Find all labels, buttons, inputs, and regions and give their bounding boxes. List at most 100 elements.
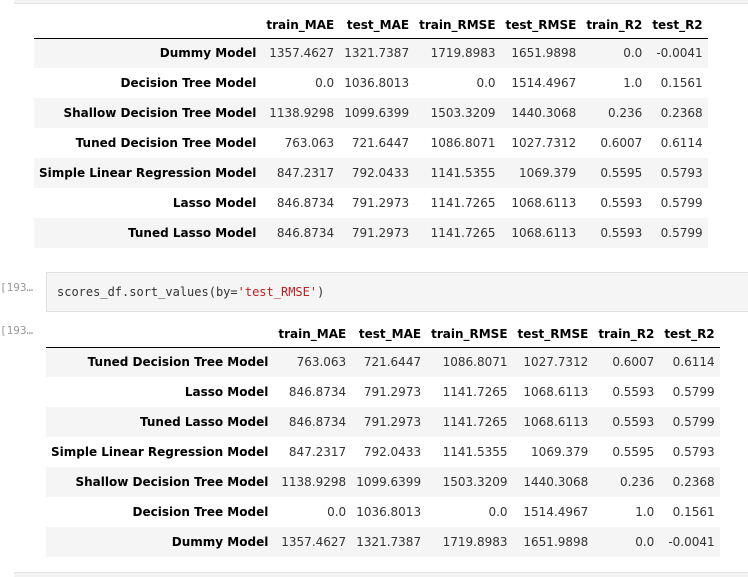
table-cell: 1138.9298 xyxy=(269,106,335,120)
table-cell: 1514.4967 xyxy=(523,505,589,519)
table-cell: 0.5593 xyxy=(612,385,655,399)
table-cell: 1086.8071 xyxy=(430,136,496,150)
table-cell: 1027.7312 xyxy=(511,136,577,150)
table-cell: 1.0 xyxy=(623,76,643,90)
table-cell: 0.5793 xyxy=(660,166,703,180)
table-cell: 1068.6113 xyxy=(511,226,577,240)
table-cell: 1503.3209 xyxy=(442,475,508,489)
table-row: Shallow Decision Tree Model 1138.9298 1099… xyxy=(46,467,720,497)
row-label: Lasso Model xyxy=(172,196,257,210)
table-row: Dummy Model 1357.4627 1321.7387 1719.8983 16… xyxy=(46,527,720,557)
table-cell: 0.0 xyxy=(327,505,347,519)
code-string-literal: 'test_RMSE' xyxy=(237,285,318,299)
index-header xyxy=(34,8,262,39)
table-cell: 1069.379 xyxy=(519,166,577,180)
table-cell: 0.6007 xyxy=(600,136,643,150)
table-cell: 1141.5355 xyxy=(430,166,496,180)
row-label: Shallow Decision Tree Model xyxy=(75,475,269,489)
column-header: train_R2 xyxy=(593,317,660,348)
table-cell: 0.5799 xyxy=(672,415,715,429)
table-cell: 1357.4627 xyxy=(269,46,335,61)
column-header: train_MAE xyxy=(261,8,340,39)
table-cell: 0.0 xyxy=(488,505,508,519)
output-area-2: train_MAE test_MAE train_RMSE test_RMSE … xyxy=(46,317,720,557)
table-cell: 1027.7312 xyxy=(523,355,589,370)
table-cell: 846.8734 xyxy=(288,385,347,399)
table-cell: 1086.8071 xyxy=(442,355,508,370)
row-label: Tuned Lasso Model xyxy=(128,226,257,240)
table-cell: 0.5595 xyxy=(600,166,643,180)
code-cell[interactable]: scores_df.sort_values(by='test_RMSE') xyxy=(46,272,748,312)
column-header: test_MAE xyxy=(339,8,415,39)
next-cell-edge xyxy=(14,572,748,577)
table-row: Dummy Model 1357.4627 1321.7387 1719.8983 16… xyxy=(34,38,708,68)
table-cell: 0.0 xyxy=(315,76,335,90)
table-cell: 1141.7265 xyxy=(442,385,508,399)
table-cell: 0.1561 xyxy=(660,76,703,90)
row-label: Dummy Model xyxy=(171,535,269,549)
table-cell: 1141.7265 xyxy=(430,196,496,210)
table-cell: 1440.3068 xyxy=(523,475,589,489)
table-cell: 1719.8983 xyxy=(430,46,496,61)
table-cell: 791.2973 xyxy=(363,385,422,399)
scores-table: train_MAE test_MAE train_RMSE test_RMSE … xyxy=(34,8,708,248)
table-cell: 0.6007 xyxy=(612,355,655,370)
table-cell: 721.6447 xyxy=(351,136,410,150)
table-cell: 1069.379 xyxy=(531,445,589,459)
row-label: Tuned Lasso Model xyxy=(140,415,269,429)
table-cell: 1099.6399 xyxy=(356,475,422,489)
row-label: Shallow Decision Tree Model xyxy=(63,106,257,120)
table-cell: 0.1561 xyxy=(672,505,715,519)
table-cell: 1141.7265 xyxy=(442,415,508,429)
table-cell: 0.0 xyxy=(635,535,655,549)
sorted-scores-table: train_MAE test_MAE train_RMSE test_RMSE … xyxy=(46,317,720,557)
table-cell: 791.2973 xyxy=(351,196,410,210)
table-row: Tuned Decision Tree Model 763.063 721.6447… xyxy=(46,347,720,377)
table-header-row: train_MAE test_MAE train_RMSE test_RMSE … xyxy=(34,8,708,39)
table-cell: 0.5593 xyxy=(600,226,643,240)
table-cell: 792.0433 xyxy=(363,445,422,459)
table-cell: 846.8734 xyxy=(288,415,347,429)
table-cell: 0.6114 xyxy=(672,355,715,370)
table-cell: 1321.7387 xyxy=(344,46,410,61)
table-cell: 1099.6399 xyxy=(344,106,410,120)
column-header: test_RMSE xyxy=(512,317,594,348)
row-label: Simple Linear Regression Model xyxy=(39,166,257,180)
column-header: train_MAE xyxy=(273,317,352,348)
column-header: test_RMSE xyxy=(500,8,582,39)
table-cell: 847.2317 xyxy=(276,166,335,180)
table-cell: 0.2368 xyxy=(672,475,715,489)
code-text: scores_df.sort_values(by= xyxy=(57,285,238,299)
table-cell: -0.0041 xyxy=(668,535,715,549)
table-cell: 1357.4627 xyxy=(281,535,347,549)
table-cell: 1719.8983 xyxy=(442,535,508,549)
code-editor-line[interactable]: scores_df.sort_values(by='test_RMSE') xyxy=(57,285,324,299)
row-label: Lasso Model xyxy=(184,385,269,399)
table-cell: 791.2973 xyxy=(363,415,422,429)
column-header: train_RMSE xyxy=(414,8,501,39)
table-row: Lasso Model 846.8734 791.2973 1141.7265 1068… xyxy=(34,188,708,218)
row-label: Tuned Decision Tree Model xyxy=(87,355,269,370)
table-cell: 0.236 xyxy=(619,475,655,489)
code-text: ) xyxy=(317,285,325,299)
table-cell: 792.0433 xyxy=(351,166,410,180)
table-row: Decision Tree Model 0.0 1036.8013 0.0 1514.4… xyxy=(34,68,708,98)
table-cell: 0.5799 xyxy=(672,385,715,399)
table-cell: 0.2368 xyxy=(660,106,703,120)
table-cell: 1514.4967 xyxy=(511,76,577,90)
table-cell: 0.5593 xyxy=(600,196,643,210)
table-cell: 721.6447 xyxy=(363,355,422,370)
table-cell: 847.2317 xyxy=(288,445,347,459)
row-label: Tuned Decision Tree Model xyxy=(75,136,257,150)
table-cell: 0.5799 xyxy=(660,226,703,240)
index-header xyxy=(46,317,274,348)
column-header: test_R2 xyxy=(647,8,708,39)
row-label: Decision Tree Model xyxy=(132,505,269,519)
table-cell: 0.0 xyxy=(623,46,643,61)
table-cell: 1651.9898 xyxy=(523,535,589,549)
table-row: Shallow Decision Tree Model 1138.9298 1099… xyxy=(34,98,708,128)
table-cell: 1138.9298 xyxy=(281,475,347,489)
table-row: Simple Linear Regression Model 847.2317 79… xyxy=(46,437,720,467)
table-cell: 1036.8013 xyxy=(356,505,422,519)
output-prompt: [193… xyxy=(0,324,34,337)
